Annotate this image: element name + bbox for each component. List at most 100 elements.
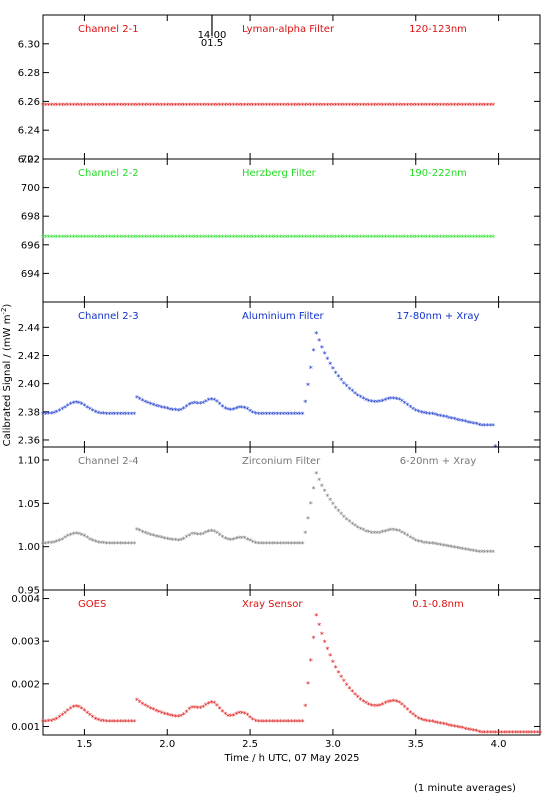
data-point: * <box>311 347 316 356</box>
data-point: * <box>286 102 291 111</box>
data-point: * <box>181 711 186 720</box>
data-point: * <box>259 718 264 727</box>
data-point: * <box>281 102 286 111</box>
data-point: * <box>308 657 313 666</box>
panel-4: 0.95 1.00 1.05 1.10 Channel 2-4 Zirconium Fil… <box>18 446 541 597</box>
data-point: * <box>416 538 421 547</box>
data-point: * <box>402 400 407 409</box>
data-point: * <box>162 102 167 111</box>
data-point: * <box>455 102 460 111</box>
data-point: * <box>190 531 195 540</box>
data-point: * <box>96 409 101 418</box>
data-point: * <box>123 102 128 111</box>
data-point: * <box>372 702 377 711</box>
data-point: * <box>405 102 410 111</box>
data-point: * <box>375 530 380 539</box>
data-point: * <box>209 234 214 243</box>
data-point: * <box>157 534 162 543</box>
data-point: * <box>154 533 159 542</box>
data-point: * <box>176 713 181 722</box>
data-point: * <box>250 716 255 725</box>
data-point: * <box>416 102 421 111</box>
data-point: * <box>430 411 435 420</box>
data-point: * <box>184 708 189 717</box>
data-point: * <box>237 404 242 413</box>
data-point: * <box>49 102 54 111</box>
data-point: * <box>267 102 272 111</box>
data-point: * <box>151 532 156 541</box>
data-point: * <box>369 398 374 407</box>
data-point: * <box>74 234 79 243</box>
data-point: * <box>99 410 104 419</box>
data-point: * <box>206 528 211 537</box>
data-point: * <box>76 399 81 408</box>
data-point: * <box>427 234 432 243</box>
data-point: * <box>317 477 322 486</box>
filter-label: Zirconium Filter <box>242 456 321 467</box>
data-point: * <box>375 102 380 111</box>
data-point: * <box>74 102 79 111</box>
data-point: * <box>170 713 175 722</box>
data-point: * <box>388 395 393 404</box>
data-point: * <box>165 234 170 243</box>
data-point: * <box>162 405 167 414</box>
data-point: * <box>206 102 211 111</box>
data-point: * <box>408 102 413 111</box>
data-point: * <box>253 718 258 727</box>
data-point: * <box>460 545 465 554</box>
data-point: * <box>151 102 156 111</box>
data-point: * <box>372 102 377 111</box>
data-point: * <box>173 713 178 722</box>
data-point: * <box>132 540 137 549</box>
y-tick-label: 700 <box>21 183 40 194</box>
data-point: * <box>264 411 269 420</box>
data-point: * <box>422 410 427 419</box>
data-point: * <box>85 102 90 111</box>
y-tick-label: 0.001 <box>11 722 40 733</box>
data-point: * <box>391 102 396 111</box>
data-point: * <box>372 234 377 243</box>
data-point: * <box>488 549 493 558</box>
data-point: * <box>104 410 109 419</box>
data-point: * <box>358 102 363 111</box>
data-point: * <box>49 410 54 419</box>
data-point: * <box>496 729 501 738</box>
data-point: * <box>333 102 338 111</box>
data-point: * <box>491 234 496 243</box>
data-point: * <box>488 422 493 431</box>
data-point: * <box>482 422 487 431</box>
data-point: * <box>411 711 416 720</box>
data-point: * <box>463 418 468 427</box>
data-point: * <box>422 234 427 243</box>
data-point: * <box>380 102 385 111</box>
data-point: * <box>88 712 93 721</box>
data-point: * <box>226 712 231 721</box>
data-point: * <box>118 540 123 549</box>
data-point: * <box>325 355 330 364</box>
data-point: * <box>165 711 170 720</box>
data-point: * <box>248 714 253 723</box>
data-point: * <box>311 485 316 494</box>
data-point: * <box>458 545 463 554</box>
data-point: * <box>394 527 399 536</box>
data-point: * <box>96 539 101 548</box>
data-point: * <box>217 705 222 714</box>
data-point: * <box>157 102 162 111</box>
data-point: * <box>52 234 57 243</box>
data-point: * <box>328 102 333 111</box>
data-point: * <box>82 234 87 243</box>
data-point: * <box>242 102 247 111</box>
data-point: * <box>383 700 388 709</box>
data-point: * <box>413 102 418 111</box>
data-point: * <box>137 527 142 536</box>
data-point: * <box>380 397 385 406</box>
data-point: * <box>322 350 327 359</box>
data-point: * <box>319 344 324 353</box>
data-point: * <box>463 725 468 734</box>
data-point: * <box>430 540 435 549</box>
data-point: * <box>480 102 485 111</box>
data-point: * <box>90 407 95 416</box>
data-point: * <box>361 698 366 707</box>
data-point: * <box>435 412 440 421</box>
data-point: * <box>397 102 402 111</box>
